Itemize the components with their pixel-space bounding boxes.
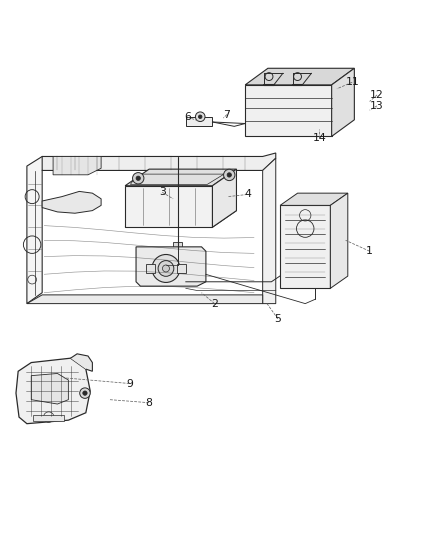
Text: 5: 5 [275,314,281,324]
Polygon shape [16,358,90,424]
Polygon shape [146,264,155,273]
Polygon shape [125,169,237,185]
Circle shape [136,176,141,181]
Text: 12: 12 [370,90,384,100]
Circle shape [195,112,205,122]
Polygon shape [27,295,263,304]
Polygon shape [125,211,237,227]
Polygon shape [136,247,206,286]
Circle shape [83,391,87,395]
Polygon shape [332,68,354,136]
Polygon shape [42,153,276,171]
Polygon shape [125,185,212,227]
Polygon shape [71,354,92,372]
Polygon shape [53,157,101,175]
Circle shape [227,173,231,177]
Polygon shape [330,193,348,288]
Text: 8: 8 [146,398,152,408]
Text: 4: 4 [244,189,251,199]
Circle shape [198,115,202,118]
Polygon shape [173,243,182,249]
Text: 1: 1 [366,246,373,256]
Circle shape [223,169,235,181]
Text: 9: 9 [126,378,133,389]
Text: 7: 7 [223,110,230,119]
Polygon shape [212,169,237,227]
Polygon shape [42,191,101,213]
Text: 13: 13 [370,101,384,111]
Polygon shape [245,68,354,85]
Polygon shape [186,117,212,126]
Text: 2: 2 [211,298,218,309]
Polygon shape [177,264,186,273]
Circle shape [80,388,90,398]
Text: 14: 14 [313,133,326,143]
Circle shape [152,254,180,282]
Polygon shape [245,85,332,136]
Polygon shape [27,157,51,304]
Text: 3: 3 [159,187,166,197]
Circle shape [133,173,144,184]
Text: 11: 11 [345,77,359,87]
Polygon shape [280,205,330,288]
Polygon shape [33,415,64,422]
Polygon shape [280,193,348,205]
Polygon shape [31,374,68,404]
Circle shape [158,261,174,276]
Polygon shape [263,158,276,304]
Circle shape [162,265,170,272]
Text: 6: 6 [184,112,191,122]
